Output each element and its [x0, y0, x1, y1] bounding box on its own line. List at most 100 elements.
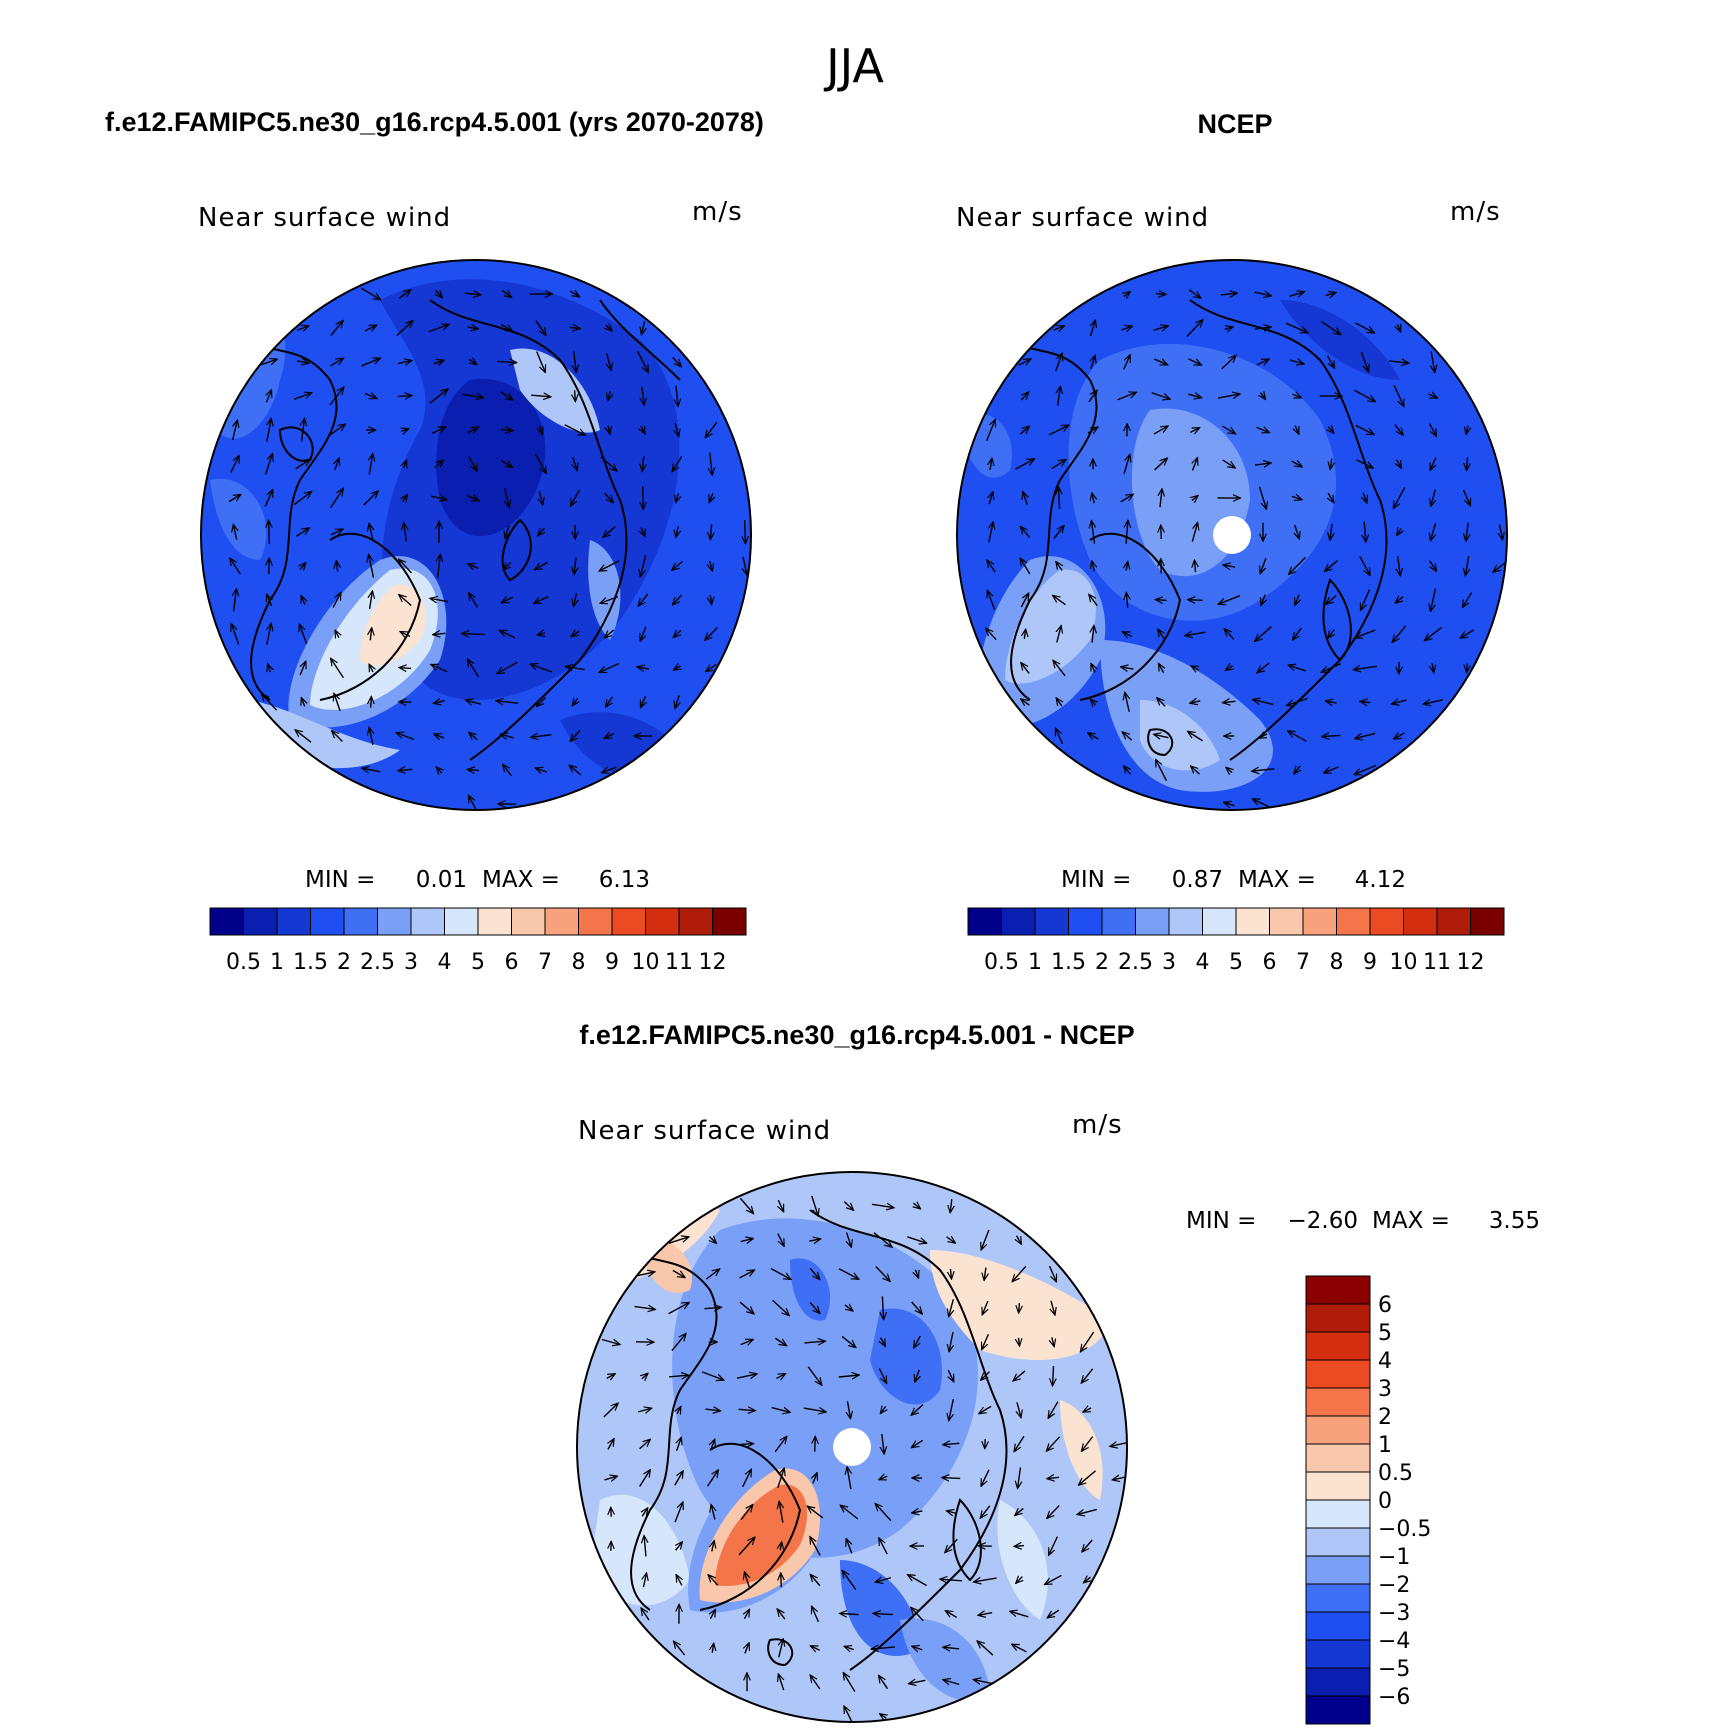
wind-vector — [573, 593, 576, 606]
wind-vector — [501, 459, 512, 467]
wind-vector — [234, 589, 237, 612]
wind-vector — [1291, 496, 1302, 499]
wind-vector — [469, 593, 478, 608]
wind-vector — [1355, 629, 1376, 638]
colorbar-diff-tick-label: 1 — [1378, 1433, 1392, 1458]
wind-vector — [1397, 528, 1401, 535]
wind-vector — [744, 1572, 749, 1589]
wind-vector — [302, 418, 305, 442]
wind-vector — [434, 460, 444, 469]
colorbar-diff-tick-label: 2 — [1378, 1405, 1392, 1430]
wind-vector — [1012, 1265, 1027, 1282]
wind-vector — [740, 1339, 754, 1344]
wind-vector — [301, 698, 304, 707]
wind-vector — [535, 768, 548, 772]
colorbar-ncep-swatch — [1001, 907, 1036, 936]
wind-vector — [1087, 427, 1098, 433]
wind-vector — [1126, 592, 1127, 608]
wind-vector — [535, 454, 547, 474]
wind-vector — [639, 1439, 651, 1450]
wind-vector — [1255, 626, 1272, 642]
colorbar-diff-swatch — [1305, 1555, 1371, 1585]
wind-vector — [738, 1537, 755, 1556]
wind-vector — [261, 694, 278, 711]
wind-vector — [428, 324, 449, 333]
wind-vector — [1430, 523, 1435, 541]
colorbar-ncep-tick-label: 3 — [1162, 950, 1176, 975]
wind-vector — [807, 1366, 822, 1385]
panel-diff: f.e12.FAMIPC5.ne30_g16.rcp4.5.001 - NCEP… — [576, 1020, 1540, 1725]
wind-vector — [1088, 390, 1097, 403]
wind-vector — [875, 1503, 892, 1522]
wind-vector — [600, 596, 619, 603]
colorbar-model-swatch — [410, 907, 445, 936]
colorbar-model-tick-label: 7 — [538, 950, 552, 975]
wind-vector — [334, 693, 341, 711]
wind-vector — [1048, 1265, 1058, 1282]
wind-vector — [842, 1570, 857, 1590]
wind-vector — [1047, 1536, 1059, 1556]
wind-vector — [638, 1408, 652, 1412]
wind-vector — [1293, 627, 1302, 640]
wind-vector — [981, 1371, 990, 1381]
wind-vector — [643, 486, 644, 509]
wind-vector — [1185, 632, 1206, 635]
panel-ncep-subtitle: Near surface wind — [956, 203, 1209, 233]
colorbar-model-swatch — [544, 907, 579, 936]
wind-vector — [634, 1307, 656, 1310]
wind-vector — [538, 528, 545, 535]
colorbar-diff-swatch — [1305, 1275, 1371, 1305]
wind-vector — [293, 491, 311, 506]
colorbar-model-tick-label: 8 — [572, 950, 586, 975]
wind-vector — [639, 1470, 651, 1487]
wind-vector — [1466, 425, 1468, 435]
wind-vector — [844, 1706, 855, 1722]
wind-vector — [948, 1369, 955, 1382]
wind-vector — [879, 1675, 889, 1690]
wind-vector — [1217, 394, 1240, 398]
wind-vector — [500, 429, 513, 430]
wind-vector — [603, 526, 616, 538]
wind-vector — [1017, 1235, 1022, 1245]
wind-vector — [1110, 1440, 1127, 1447]
wind-vector — [985, 419, 996, 441]
wind-vector — [1424, 626, 1443, 640]
wind-vector — [335, 458, 339, 471]
wind-vector — [712, 1541, 714, 1552]
wind-vector — [1088, 733, 1099, 739]
wind-vector — [399, 702, 412, 703]
wind-vector — [1078, 1470, 1097, 1485]
wind-vector — [501, 597, 513, 603]
wind-vector — [1017, 1402, 1021, 1417]
wind-vector — [804, 1341, 826, 1343]
colorbar-diff-tick-label: −4 — [1378, 1629, 1410, 1654]
wind-vector — [1191, 666, 1200, 670]
wind-vector — [810, 1574, 821, 1587]
wind-vector — [1394, 733, 1405, 739]
wind-vector — [468, 456, 477, 472]
wind-vector — [1324, 766, 1339, 773]
wind-vector — [942, 1478, 961, 1479]
wind-vector — [1224, 802, 1235, 805]
wind-vector — [949, 1399, 955, 1421]
wind-vector — [399, 595, 412, 606]
wind-vector — [574, 351, 576, 373]
wind-vector — [1014, 1546, 1025, 1547]
wind-vector — [466, 495, 479, 502]
wind-vector — [642, 1508, 648, 1517]
wind-vector — [1154, 734, 1169, 737]
wind-vector — [914, 1335, 921, 1348]
wind-vector — [536, 351, 546, 372]
wind-vector — [912, 1646, 923, 1650]
wind-vector — [431, 663, 448, 673]
wind-vector — [1326, 355, 1334, 369]
wind-vector — [911, 1607, 924, 1622]
wind-vector — [642, 456, 644, 471]
wind-vector — [503, 561, 512, 570]
wind-vector — [1460, 629, 1475, 638]
colorbar-diff-tick-label: 3 — [1378, 1377, 1392, 1402]
wind-vector — [1091, 521, 1094, 544]
wind-vector — [738, 1409, 756, 1410]
wind-vector — [531, 395, 551, 397]
wind-vector — [1354, 764, 1377, 774]
